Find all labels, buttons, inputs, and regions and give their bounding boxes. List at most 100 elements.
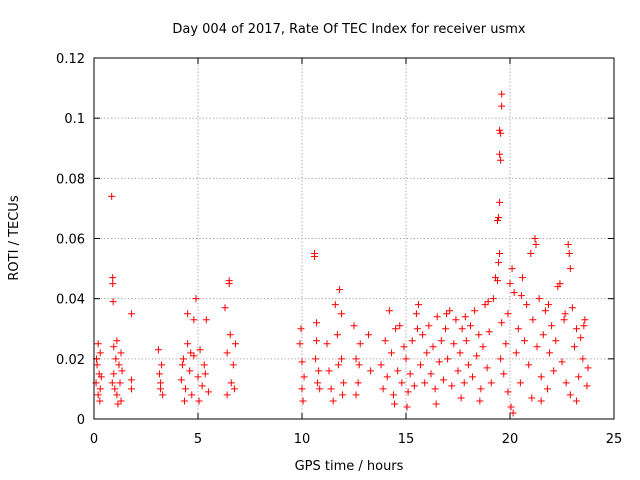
data-point [510, 289, 518, 297]
x-tick-label: 25 [606, 432, 623, 447]
data-point [184, 310, 192, 318]
plot-frame [93, 57, 615, 420]
data-point [390, 391, 398, 399]
data-point [313, 319, 321, 327]
x-tick-label: 15 [398, 432, 415, 447]
data-point [497, 156, 505, 164]
data-point [580, 322, 588, 330]
data-point [190, 352, 198, 360]
data-point [552, 337, 560, 345]
data-point [485, 328, 493, 336]
data-point [502, 340, 510, 348]
data-point [469, 373, 477, 381]
data-point [452, 316, 460, 324]
data-point [464, 361, 472, 369]
data-point [110, 370, 118, 378]
x-tick-label: 20 [502, 432, 519, 447]
data-point [498, 319, 506, 327]
data-point [200, 361, 208, 369]
data-point [333, 331, 341, 339]
data-point [385, 307, 393, 315]
data-point [408, 337, 416, 345]
x-tick-label: 0 [90, 432, 98, 447]
data-point [377, 361, 385, 369]
data-point [427, 370, 435, 378]
data-point [96, 385, 104, 393]
data-point [394, 367, 402, 375]
data-point [323, 340, 331, 348]
data-point [93, 361, 101, 369]
data-point [154, 346, 162, 354]
data-point [506, 280, 514, 288]
data-point [560, 316, 568, 324]
data-point [312, 355, 320, 363]
data-point [400, 343, 408, 351]
data-point [577, 334, 585, 342]
data-point [127, 376, 135, 384]
data-point [404, 388, 412, 396]
data-point [299, 397, 307, 405]
y-axis-label: ROTI / TECUs [7, 195, 22, 280]
data-point [564, 241, 572, 249]
data-point [221, 304, 229, 312]
x-axis-label: GPS time / hours [295, 459, 404, 474]
data-point [531, 235, 539, 242]
data-point [573, 325, 581, 333]
data-point [460, 379, 468, 387]
data-point [481, 301, 489, 309]
data-point [365, 331, 373, 339]
data-point [504, 310, 512, 318]
data-point [381, 337, 389, 345]
data-point [529, 316, 537, 324]
data-point [402, 355, 410, 363]
data-point [202, 316, 210, 324]
data-point [354, 379, 362, 387]
data-point [329, 397, 337, 405]
data-point [583, 382, 591, 390]
data-point [367, 367, 375, 375]
data-point [410, 382, 418, 390]
data-point [443, 310, 451, 318]
data-point [338, 355, 346, 363]
data-point [229, 361, 237, 369]
x-tick-label: 5 [194, 432, 202, 447]
data-point [186, 367, 194, 375]
data-point [227, 379, 235, 387]
data-point [187, 349, 195, 357]
data-point [331, 301, 339, 309]
data-point [435, 358, 443, 366]
data-point [127, 310, 135, 318]
data-point [204, 388, 212, 396]
data-point [315, 367, 323, 375]
data-point [570, 343, 578, 351]
data-point [108, 379, 116, 387]
data-point [461, 313, 469, 321]
data-point [310, 253, 318, 261]
data-point [508, 265, 516, 273]
data-point [383, 373, 391, 381]
data-point [223, 391, 231, 399]
data-point [118, 367, 126, 375]
data-point [562, 379, 570, 387]
data-point [544, 301, 552, 309]
data-point [334, 361, 342, 369]
data-point [196, 346, 204, 354]
data-point [525, 361, 533, 369]
data-point [432, 400, 440, 408]
data-point [350, 322, 358, 330]
y-tick-label: 0.08 [56, 172, 85, 187]
data-point [421, 379, 429, 387]
data-point [489, 295, 497, 303]
data-point [113, 337, 121, 345]
data-point [109, 280, 117, 288]
data-point [550, 367, 558, 375]
data-point [379, 385, 387, 393]
data-point [159, 391, 167, 399]
data-point [182, 385, 190, 393]
y-tick-label: 0.12 [56, 52, 85, 67]
data-point [180, 397, 188, 405]
data-point [496, 126, 504, 134]
data-point [548, 322, 556, 330]
data-point [414, 301, 422, 309]
data-point [94, 391, 102, 399]
